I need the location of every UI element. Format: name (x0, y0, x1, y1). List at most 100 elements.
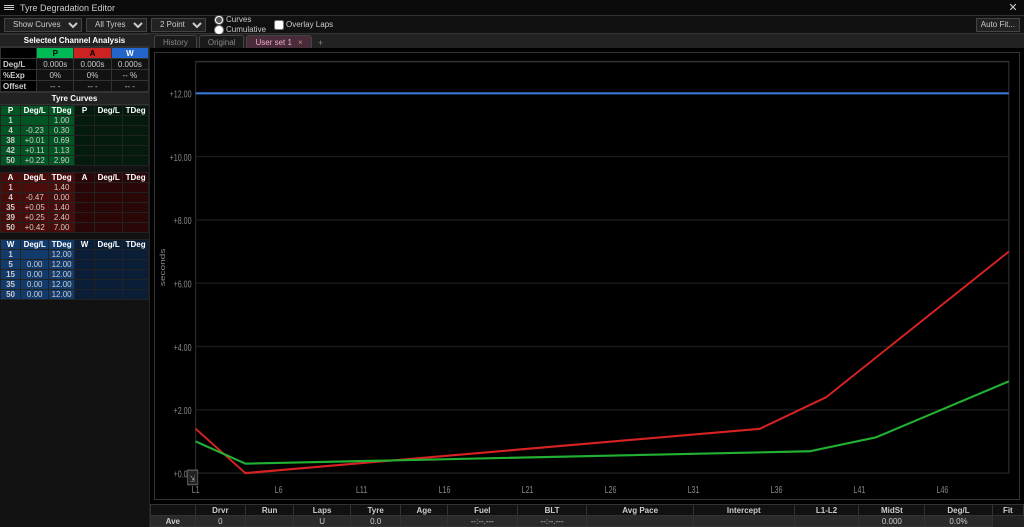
curve-tdeg[interactable]: 1.40 (49, 203, 75, 213)
add-tab-icon[interactable]: + (314, 38, 328, 48)
svg-text:+10.00: +10.00 (170, 152, 192, 164)
curve-empty (74, 290, 94, 300)
analysis-table: P A W Deg/L 0.000s 0.000s 0.000s%Exp 0% … (0, 47, 149, 92)
analysis-cell: -- % (111, 70, 148, 81)
curve-tdeg[interactable]: 2.90 (49, 156, 75, 166)
curve-empty (74, 183, 94, 193)
curve-degl[interactable]: +0.22 (21, 156, 49, 166)
curve-degl[interactable]: +0.05 (21, 203, 49, 213)
curve-lap[interactable]: 50 (1, 156, 21, 166)
point-select[interactable]: 2 Point (151, 18, 206, 32)
curve-empty (74, 126, 94, 136)
curve-degl[interactable]: 0.00 (21, 270, 49, 280)
footer-header: BLT (517, 505, 587, 516)
footer-cell: --:--.--- (447, 516, 517, 527)
curve-lap[interactable]: 39 (1, 213, 21, 223)
curve-empty (123, 126, 149, 136)
curve-table-a: A Deg/L TDeg A Deg/L TDeg 1 1.40 4 -0.47… (0, 172, 149, 233)
curve-degl[interactable]: 0.00 (21, 290, 49, 300)
radio-curves[interactable]: Curves (214, 15, 266, 25)
curve-lap[interactable]: 35 (1, 280, 21, 290)
curve-tdeg[interactable]: 0.69 (49, 136, 75, 146)
curve-degl[interactable]: +0.01 (21, 136, 49, 146)
curve-lap[interactable]: 35 (1, 203, 21, 213)
curve-empty (95, 213, 123, 223)
curve-empty (123, 183, 149, 193)
footer-cell (587, 516, 693, 527)
curve-tdeg[interactable]: 12.00 (49, 250, 75, 260)
curve-empty (123, 223, 149, 233)
curve-lap[interactable]: 4 (1, 193, 21, 203)
curve-empty (123, 290, 149, 300)
svg-text:+8.00: +8.00 (174, 215, 192, 227)
analysis-row-label: Deg/L (1, 59, 37, 70)
svg-text:L46: L46 (937, 484, 949, 496)
curve-empty (123, 203, 149, 213)
chart-area[interactable]: +12.00+10.00+8.00+6.00+4.00+2.00+0.00L1L… (154, 52, 1020, 500)
curve-tdeg[interactable]: 1.13 (49, 146, 75, 156)
curve-tdeg[interactable]: 12.00 (49, 280, 75, 290)
curve-lap[interactable]: 15 (1, 270, 21, 280)
curve-empty (74, 156, 94, 166)
curve-degl[interactable]: -0.23 (21, 126, 49, 136)
analysis-cell: 0% (37, 70, 74, 81)
tab-original[interactable]: Original (199, 35, 245, 48)
curve-lap[interactable]: 50 (1, 290, 21, 300)
analysis-cell: -- - (37, 81, 74, 92)
curve-empty (74, 223, 94, 233)
close-icon[interactable]: ✕ (1006, 1, 1020, 14)
curve-tdeg[interactable]: 0.30 (49, 126, 75, 136)
tab-userset1[interactable]: User set 1× (246, 35, 311, 48)
footer-header: Age (401, 505, 448, 516)
curve-lap[interactable]: 42 (1, 146, 21, 156)
svg-text:L11: L11 (356, 484, 367, 496)
curve-empty (74, 193, 94, 203)
curve-empty (123, 250, 149, 260)
svg-text:L36: L36 (771, 484, 783, 496)
curve-tdeg[interactable]: 12.00 (49, 270, 75, 280)
curve-lap[interactable]: 4 (1, 126, 21, 136)
curve-degl[interactable] (21, 183, 49, 193)
tyres-select[interactable]: All Tyres (86, 18, 147, 32)
radio-cumulative[interactable]: Cumulative (214, 25, 266, 35)
svg-text:L21: L21 (522, 484, 534, 496)
curve-empty (95, 193, 123, 203)
menu-icon[interactable] (4, 4, 14, 11)
curve-tdeg[interactable]: 1.40 (49, 183, 75, 193)
curve-empty (74, 203, 94, 213)
curve-degl[interactable]: 0.00 (21, 280, 49, 290)
curve-empty (95, 270, 123, 280)
degradation-chart: +12.00+10.00+8.00+6.00+4.00+2.00+0.00L1L… (155, 53, 1019, 499)
footer-header: Laps (294, 505, 351, 516)
overlay-checkbox[interactable]: Overlay Laps (274, 20, 333, 30)
curve-empty (95, 280, 123, 290)
curve-degl[interactable] (21, 116, 49, 126)
curve-lap[interactable]: 50 (1, 223, 21, 233)
curve-tdeg[interactable]: 12.00 (49, 260, 75, 270)
analysis-title: Selected Channel Analysis (0, 34, 149, 47)
analysis-cell: 0.000s (74, 59, 111, 70)
auto-fit-button[interactable]: Auto Fit... (976, 18, 1020, 32)
curve-degl[interactable] (21, 250, 49, 260)
curve-tdeg[interactable]: 1.00 (49, 116, 75, 126)
curve-lap[interactable]: 1 (1, 183, 21, 193)
curve-degl[interactable]: +0.11 (21, 146, 49, 156)
curve-tdeg[interactable]: 7.00 (49, 223, 75, 233)
curve-degl[interactable]: +0.42 (21, 223, 49, 233)
curve-degl[interactable]: 0.00 (21, 260, 49, 270)
footer-header: Run (246, 505, 294, 516)
footer-table: DrvrRunLapsTyreAgeFuelBLTAvg PaceInterce… (150, 504, 1024, 527)
curve-lap[interactable]: 1 (1, 250, 21, 260)
curve-degl[interactable]: +0.25 (21, 213, 49, 223)
analysis-cell: 0% (74, 70, 111, 81)
curve-tdeg[interactable]: 0.00 (49, 193, 75, 203)
curve-tdeg[interactable]: 12.00 (49, 290, 75, 300)
tab-history[interactable]: History (154, 35, 197, 48)
footer-cell: --:--.--- (517, 516, 587, 527)
curve-lap[interactable]: 5 (1, 260, 21, 270)
curve-degl[interactable]: -0.47 (21, 193, 49, 203)
curve-lap[interactable]: 1 (1, 116, 21, 126)
curve-tdeg[interactable]: 2.40 (49, 213, 75, 223)
show-curves-select[interactable]: Show Curves (4, 18, 82, 32)
curve-lap[interactable]: 38 (1, 136, 21, 146)
